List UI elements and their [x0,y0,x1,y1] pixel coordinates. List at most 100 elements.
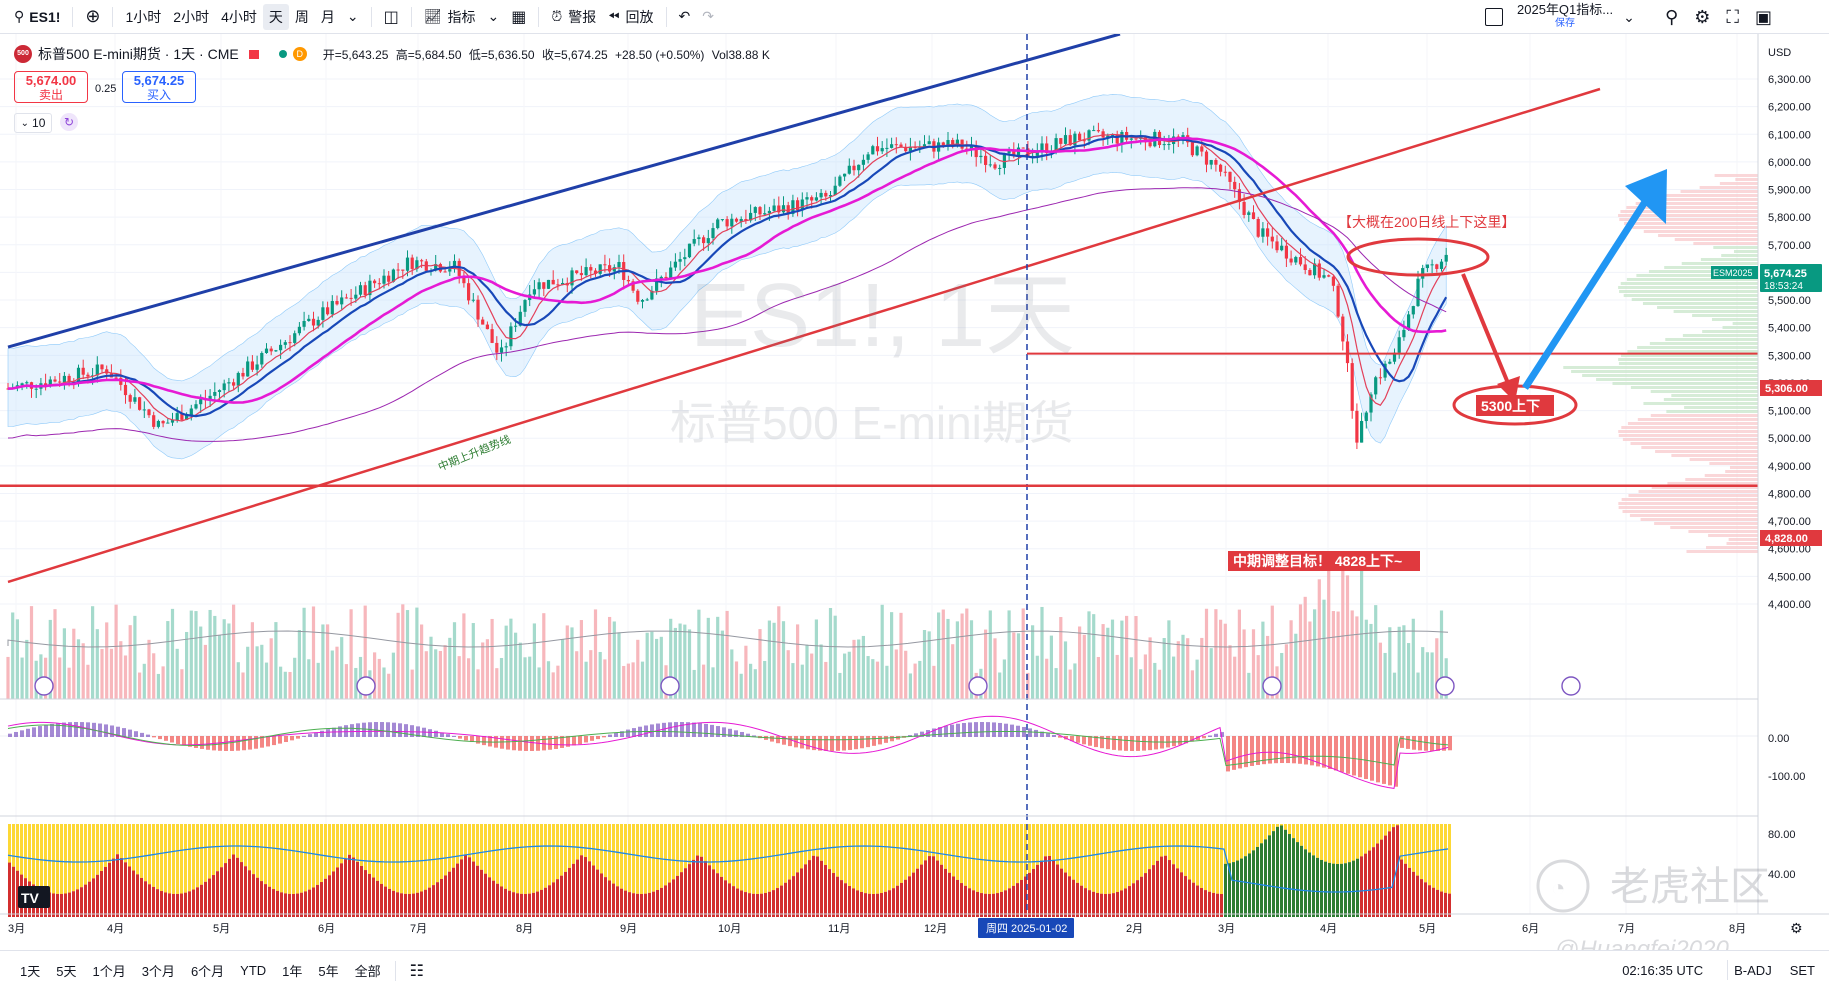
osc-bar-top [1300,824,1303,846]
profile-bar [1693,242,1758,245]
macd-histogram-bar [722,727,726,737]
event-marker-icon [1435,676,1455,696]
clock-time[interactable]: 02:16:35 UTC [1622,962,1704,978]
osc-bar-top [1432,824,1435,888]
macd-histogram-bar [1382,736,1386,784]
osc-bar-bottom [748,893,751,917]
volume-bar [189,610,193,699]
interval-1w[interactable]: 周 [294,8,309,25]
volume-bar [814,619,818,699]
goto-date-icon[interactable]: ☷ [409,962,424,980]
range-all[interactable]: 全部 [354,964,381,979]
indicators-dropdown[interactable]: ⌄ [482,0,506,34]
macd-histogram-bar [938,727,942,737]
osc-bar-top [680,824,683,873]
osc-bar-bottom [1312,855,1315,917]
volume-bar [946,618,950,699]
interval-1h[interactable]: 1小时 [125,8,162,25]
osc-bar-bottom [836,876,839,917]
osc-bar-bottom [888,890,891,917]
volume-bar [1247,672,1251,699]
settings-icon[interactable]: ⚙ [1694,6,1711,27]
candle-body [1303,264,1307,270]
compare-button[interactable]: ⊕ [79,0,106,34]
candle-body [890,144,894,148]
volume-bar [1341,557,1345,699]
osc-bar-bottom [184,892,187,917]
macd-histogram-bar [308,734,312,737]
symbol-search[interactable]: ⚲ ES1! [0,0,66,34]
range-5d[interactable]: 5天 [56,964,77,979]
osc-bar-top [16,824,19,871]
osc-bar-top [880,824,883,894]
interval-4h[interactable]: 4小时 [221,8,257,25]
macd-histogram-bar [1070,736,1074,742]
tradingview-logo: TV [18,886,50,908]
macd-histogram-bar [590,736,594,741]
osc-bar-top [472,824,475,862]
candle-body [1242,201,1246,215]
osc-bar-top [1388,824,1391,832]
volume-bar [485,639,489,699]
templates-button[interactable]: ▦ [505,0,532,34]
osc-bar-bottom [92,878,95,917]
interval-1d[interactable]: 天 [262,3,289,30]
osc-bar-top [1240,824,1243,859]
range-6m[interactable]: 6个月 [190,964,225,979]
indicators-button[interactable]: 📈︎ 指标 [418,0,482,34]
indicators-toggle[interactable]: ⌄ 10 [14,113,52,133]
osc-bar-bottom [756,893,759,917]
profile-bar [1684,406,1758,409]
osc-bar-top [1444,824,1447,893]
sell-button[interactable]: 5,674.00 卖出 [14,71,88,103]
candle-body [955,139,959,147]
quick-search-icon[interactable]: ⚲ [1665,6,1679,27]
range-1m[interactable]: 1个月 [92,964,126,979]
fullscreen-icon[interactable]: ⛶ [1726,6,1739,27]
osc-bar-bottom [332,871,335,917]
osc-bar-bottom [620,888,623,917]
range-3m[interactable]: 3个月 [141,964,175,979]
osc-bar-bottom [196,887,199,917]
volume-bar [1125,615,1129,699]
range-1y[interactable]: 1年 [282,964,303,979]
redo-button[interactable]: ↷ [696,0,720,34]
osc-bar-bottom [1000,891,1003,917]
interval-1m[interactable]: 月 [320,8,335,25]
interval-2h[interactable]: 2小时 [173,8,210,25]
legend-title[interactable]: 标普500 E-mini期货 · 1天 · CME [38,46,239,62]
osc-bar-bottom [876,893,879,917]
undo-button[interactable]: ↶ [673,0,697,34]
sync-icon[interactable]: ↻ [60,113,78,131]
camera-icon[interactable]: ▣ [1754,6,1772,27]
profile-bar [1714,174,1758,177]
interval-dropdown[interactable]: ⌄ [341,0,365,34]
time-axis-settings-icon[interactable]: ⚙ [1790,920,1803,936]
replay-button[interactable]: ⏪︎ 回放 [602,0,659,34]
range-1d[interactable]: 1天 [20,964,41,979]
osc-bar-bottom [536,891,539,917]
alert-button[interactable]: ⏰︎ 警报 [545,0,602,34]
layout-selector[interactable]: 2025年Q1指标... 保存 ⌄ [1485,0,1635,34]
range-ytd[interactable]: YTD [240,963,267,978]
adjustment-toggle[interactable]: B-ADJ [1734,962,1772,978]
session-toggle[interactable]: SET [1789,962,1815,978]
macd-histogram-bar [464,736,468,741]
buy-button[interactable]: 5,674.25 买入 [122,71,196,103]
volume-bar [76,639,81,699]
time-axis[interactable]: 3月 4月 5月 6月 7月 8月 9月 10月 11月 12月 2月 3月 4月 5月 6月 7月 8月 [8,923,1746,935]
osc-bar-bottom [880,893,883,917]
candle-body [452,260,457,270]
currency-label[interactable]: USD [1768,47,1791,59]
osc-bar-top [676,824,679,876]
osc-bar-top [1332,824,1335,864]
profile-bar [1624,222,1758,225]
osc-bar-bottom [220,867,223,917]
macd-histogram-bar [74,722,78,737]
time-tick-label: 5月 [1419,923,1436,935]
volume-bar [448,637,452,699]
chart-type-button[interactable]: ◫ [378,0,405,34]
range-5y[interactable]: 5年 [318,964,339,979]
macd-histogram-bar [1238,736,1242,769]
